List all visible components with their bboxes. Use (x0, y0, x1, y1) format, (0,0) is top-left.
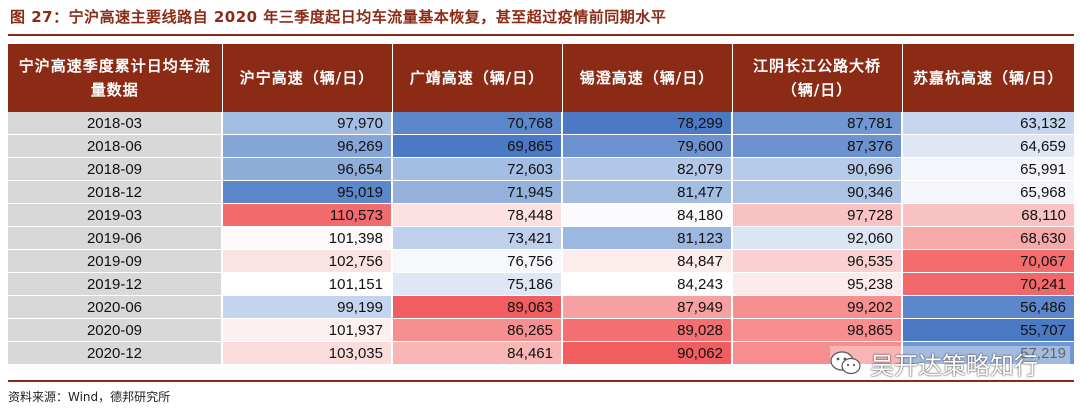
value-cell: 89,028 (562, 318, 733, 342)
value-cell (732, 341, 903, 365)
table-row: 2019-03 110,573 78,448 84,180 97,728 68,110 (8, 203, 1074, 227)
value-cell: 75,186 (392, 272, 563, 296)
value-cell: 73,421 (392, 226, 563, 250)
value-cell: 84,847 (562, 249, 733, 273)
table-row: 2019-06 101,398 73,421 81,123 92,060 68,630 (8, 226, 1074, 250)
header-cell-huning: 沪宁高速（辆/日） (222, 44, 393, 112)
table-row: 2020-12 103,035 84,461 90,062 57,219 (8, 341, 1074, 365)
table-row: 2019-12 101,151 75,186 84,243 95,238 70,241 (8, 272, 1074, 296)
header-cell-jiangyin-bridge: 江阴长江公路大桥（辆/日） (732, 44, 903, 112)
value-cell: 55,707 (902, 318, 1074, 342)
value-cell: 87,781 (732, 112, 903, 135)
traffic-table: 宁沪高速季度累计日均车流量数据 沪宁高速（辆/日） 广靖高速（辆/日） 锡澄高速… (8, 44, 1074, 365)
value-cell: 96,654 (222, 157, 393, 181)
table-row: 2019-09 102,756 76,756 84,847 96,535 70,067 (8, 249, 1074, 273)
value-cell: 96,269 (222, 134, 393, 158)
value-cell: 90,346 (732, 180, 903, 204)
row-period-cell: 2019-03 (8, 203, 223, 227)
row-period-cell: 2019-12 (8, 272, 223, 296)
value-cell: 84,180 (562, 203, 733, 227)
row-period-cell: 2020-12 (8, 341, 223, 365)
value-cell: 65,991 (902, 157, 1074, 181)
watermark-text: 吴开达策略知行 (870, 351, 1038, 380)
value-cell: 87,376 (732, 134, 903, 158)
value-cell: 101,151 (222, 272, 393, 296)
figure-title: 图 27：宁沪高速主要线路自 2020 年三季度起日均车流量基本恢复，甚至超过疫… (10, 8, 667, 26)
value-cell: 68,110 (902, 203, 1074, 227)
value-cell: 97,728 (732, 203, 903, 227)
value-cell: 81,477 (562, 180, 733, 204)
value-cell: 102,756 (222, 249, 393, 273)
value-cell: 79,600 (562, 134, 733, 158)
value-cell: 87,949 (562, 295, 733, 319)
value-cell: 90,696 (732, 157, 903, 181)
value-cell: 92,060 (732, 226, 903, 250)
table-row: 2020-06 99,199 89,063 87,949 99,202 56,486 (8, 295, 1074, 319)
value-cell: 56,486 (902, 295, 1074, 319)
value-cell: 70,067 (902, 249, 1074, 273)
row-period-cell: 2018-06 (8, 134, 223, 158)
row-period-cell: 2020-06 (8, 295, 223, 319)
bottom-divider (8, 380, 1074, 382)
value-cell: 90,062 (562, 341, 733, 365)
wechat-icon (830, 351, 861, 375)
header-cell-guangjing: 广靖高速（辆/日） (392, 44, 563, 112)
value-cell: 84,243 (562, 272, 733, 296)
row-period-cell: 2019-09 (8, 249, 223, 273)
value-cell: 103,035 (222, 341, 393, 365)
value-cell: 70,768 (392, 112, 563, 135)
row-period-cell: 2019-06 (8, 226, 223, 250)
row-period-cell: 2018-03 (8, 112, 223, 135)
row-period-cell: 2018-12 (8, 180, 223, 204)
source-note: 资料来源：Wind，德邦研究所 (8, 390, 171, 404)
value-cell: 96,535 (732, 249, 903, 273)
value-cell: 101,937 (222, 318, 393, 342)
table-row: 2018-06 96,269 69,865 79,600 87,376 64,659 (8, 134, 1074, 158)
value-cell: 86,265 (392, 318, 563, 342)
table-body: 2018-03 97,970 70,768 78,299 87,781 63,132 201… (8, 112, 1074, 365)
value-cell: 81,123 (562, 226, 733, 250)
value-cell: 78,448 (392, 203, 563, 227)
table-row: 2018-09 96,654 72,603 82,079 90,696 65,991 (8, 157, 1074, 181)
value-cell: 110,573 (222, 203, 393, 227)
value-cell: 70,241 (902, 272, 1074, 296)
value-cell: 84,461 (392, 341, 563, 365)
value-cell: 64,659 (902, 134, 1074, 158)
header-cell-xicheng: 锡澄高速（辆/日） (562, 44, 733, 112)
value-cell: 89,063 (392, 295, 563, 319)
value-cell: 57,219 (902, 341, 1074, 365)
watermark: 吴开达策略知行 (830, 346, 1070, 380)
table-row: 2018-12 95,019 71,945 81,477 90,346 65,968 (8, 180, 1074, 204)
value-cell: 101,398 (222, 226, 393, 250)
value-cell: 95,019 (222, 180, 393, 204)
value-cell: 95,238 (732, 272, 903, 296)
value-cell: 99,199 (222, 295, 393, 319)
value-cell: 72,603 (392, 157, 563, 181)
value-cell: 69,865 (392, 134, 563, 158)
value-cell: 98,865 (732, 318, 903, 342)
row-period-cell: 2018-09 (8, 157, 223, 181)
table-row: 2020-09 101,937 86,265 89,028 98,865 55,707 (8, 318, 1074, 342)
value-cell: 63,132 (902, 112, 1074, 135)
value-cell: 78,299 (562, 112, 733, 135)
value-cell: 68,630 (902, 226, 1074, 250)
table-header-row: 宁沪高速季度累计日均车流量数据 沪宁高速（辆/日） 广靖高速（辆/日） 锡澄高速… (8, 44, 1074, 112)
header-cell-period: 宁沪高速季度累计日均车流量数据 (8, 44, 223, 112)
value-cell: 97,970 (222, 112, 393, 135)
title-divider (8, 34, 1074, 36)
value-cell: 65,968 (902, 180, 1074, 204)
value-cell: 76,756 (392, 249, 563, 273)
value-cell: 71,945 (392, 180, 563, 204)
value-cell: 99,202 (732, 295, 903, 319)
header-cell-sujiahang: 苏嘉杭高速（辆/日） (902, 44, 1074, 112)
value-cell: 82,079 (562, 157, 733, 181)
table-row: 2018-03 97,970 70,768 78,299 87,781 63,132 (8, 112, 1074, 135)
row-period-cell: 2020-09 (8, 318, 223, 342)
